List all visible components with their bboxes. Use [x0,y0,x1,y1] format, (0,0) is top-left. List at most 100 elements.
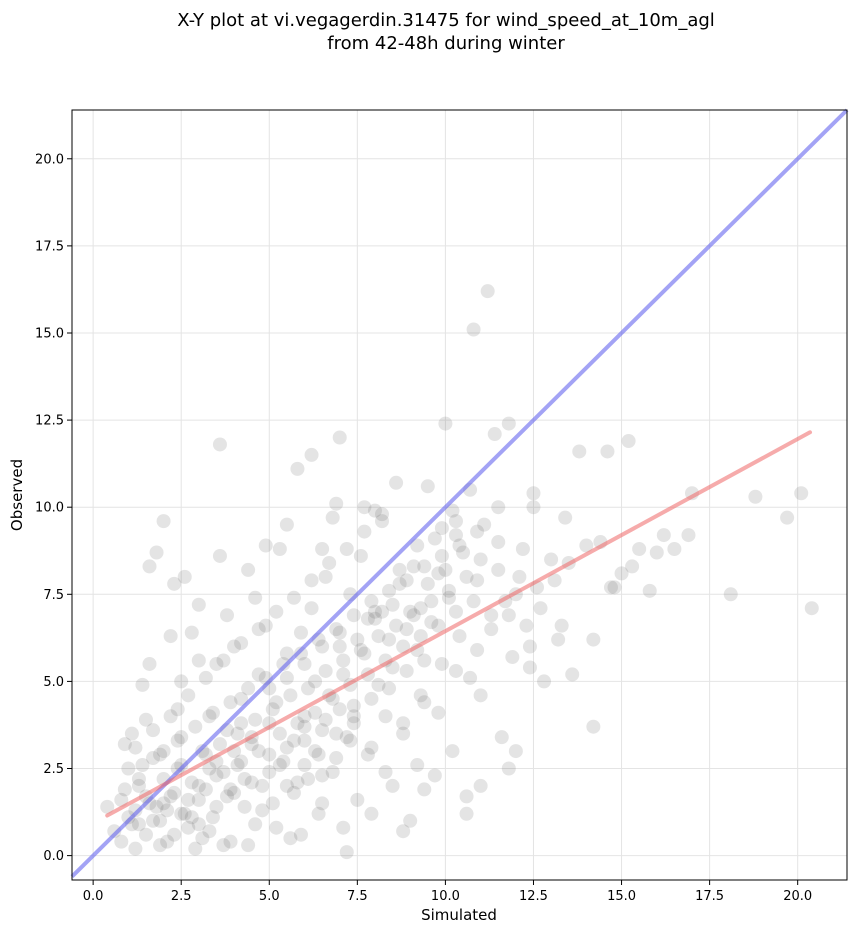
scatter-point [392,562,407,577]
scatter-point [146,813,161,828]
scatter-point [378,764,393,779]
scatter-point [329,496,344,511]
scatter-point [364,691,379,706]
scatter-point [272,542,287,557]
scatter-point [308,674,323,689]
scatter-point [138,712,153,727]
scatter-point [251,744,266,759]
scatter-point [403,604,418,619]
scatter-point [399,573,414,588]
scatter-point [177,569,192,584]
scatter-point [410,758,425,773]
scatter-point [304,573,319,588]
plot-frame [71,109,848,881]
scatter-point [209,768,224,783]
scatter-point [184,810,199,825]
scatter-point [424,615,439,630]
scatter-point [392,576,407,591]
scatter-point [297,719,312,734]
scatter-point [286,590,301,605]
scatter-point [149,545,164,560]
scatter-point [614,566,629,581]
reference-lines [70,108,849,878]
scatter-point [227,639,242,654]
scatter-point [121,810,136,825]
y-tick-label: 7.5 [43,588,64,603]
scatter-point [156,796,171,811]
scatter-point [448,528,463,543]
scatter-point [167,785,182,800]
scatter-point [804,601,819,616]
scatter-point [114,834,129,849]
scatter-point [220,608,234,623]
scatter-point [100,799,115,814]
scatter-point [332,702,347,717]
scatter-point [318,663,333,678]
scatter-point [286,733,301,748]
scatter-point [480,284,495,299]
scatter-point [262,747,277,762]
scatter-point [463,670,478,685]
scatter-point [153,838,168,853]
scatter-point [279,517,294,532]
scatter-point [508,744,523,759]
scatter-point [265,702,280,717]
scatter-point [329,751,344,766]
scatter-point [367,604,382,619]
scatter-point [656,528,671,543]
scatter-point [336,667,351,682]
scatter-point [364,806,379,821]
scatter-point [223,782,238,797]
scatter-point [452,629,467,644]
scatter-point [279,740,294,755]
scatter-point [780,510,795,525]
scatter-point [477,517,492,532]
scatter-point [396,824,411,839]
scatter-point [586,632,601,647]
scatter-point [519,618,534,633]
scatter-point [396,716,411,731]
scatter-point [297,733,312,748]
scatter-point [389,475,404,490]
scatter-point [297,709,312,724]
scatter-point [255,803,270,818]
scatter-point [339,542,354,557]
scatter-point [131,771,146,786]
scatter-point [163,629,178,644]
scatter-point [174,806,189,821]
scatter-point [128,803,143,818]
y-tick-label: 15.0 [35,326,64,341]
scatter-point [473,778,488,793]
scatter-point [131,817,146,832]
scatter-point [332,430,347,445]
scatter-point [234,636,249,651]
scatter-point [107,824,122,839]
y-tick-label: 5.0 [43,675,64,690]
scatter-point [269,695,284,710]
scatter-point [487,427,502,442]
scatter-point [399,663,414,678]
scatter-point [417,695,432,710]
scatter-point [329,622,344,637]
scatter-point [360,747,375,762]
scatter-point [375,604,389,619]
scatter-point [149,799,164,814]
scatter-point [371,677,386,692]
scatter-point [269,820,284,835]
scatter-point [121,761,136,776]
scatter-point [723,587,738,602]
x-tick-label: 7.5 [347,889,368,904]
scatter-point [237,771,252,786]
scatter-point [195,744,210,759]
scatter-point [283,688,298,703]
scatter-point [248,712,263,727]
scatter-point [336,820,351,835]
scatter-point [526,500,541,515]
scatter-point [339,730,354,745]
scatter-point [346,608,361,623]
scatter-point [202,761,217,776]
x-tick-label: 12.5 [519,889,548,904]
scatter-point [315,796,330,811]
scatter-point [456,545,471,560]
scatter-point [248,817,263,832]
